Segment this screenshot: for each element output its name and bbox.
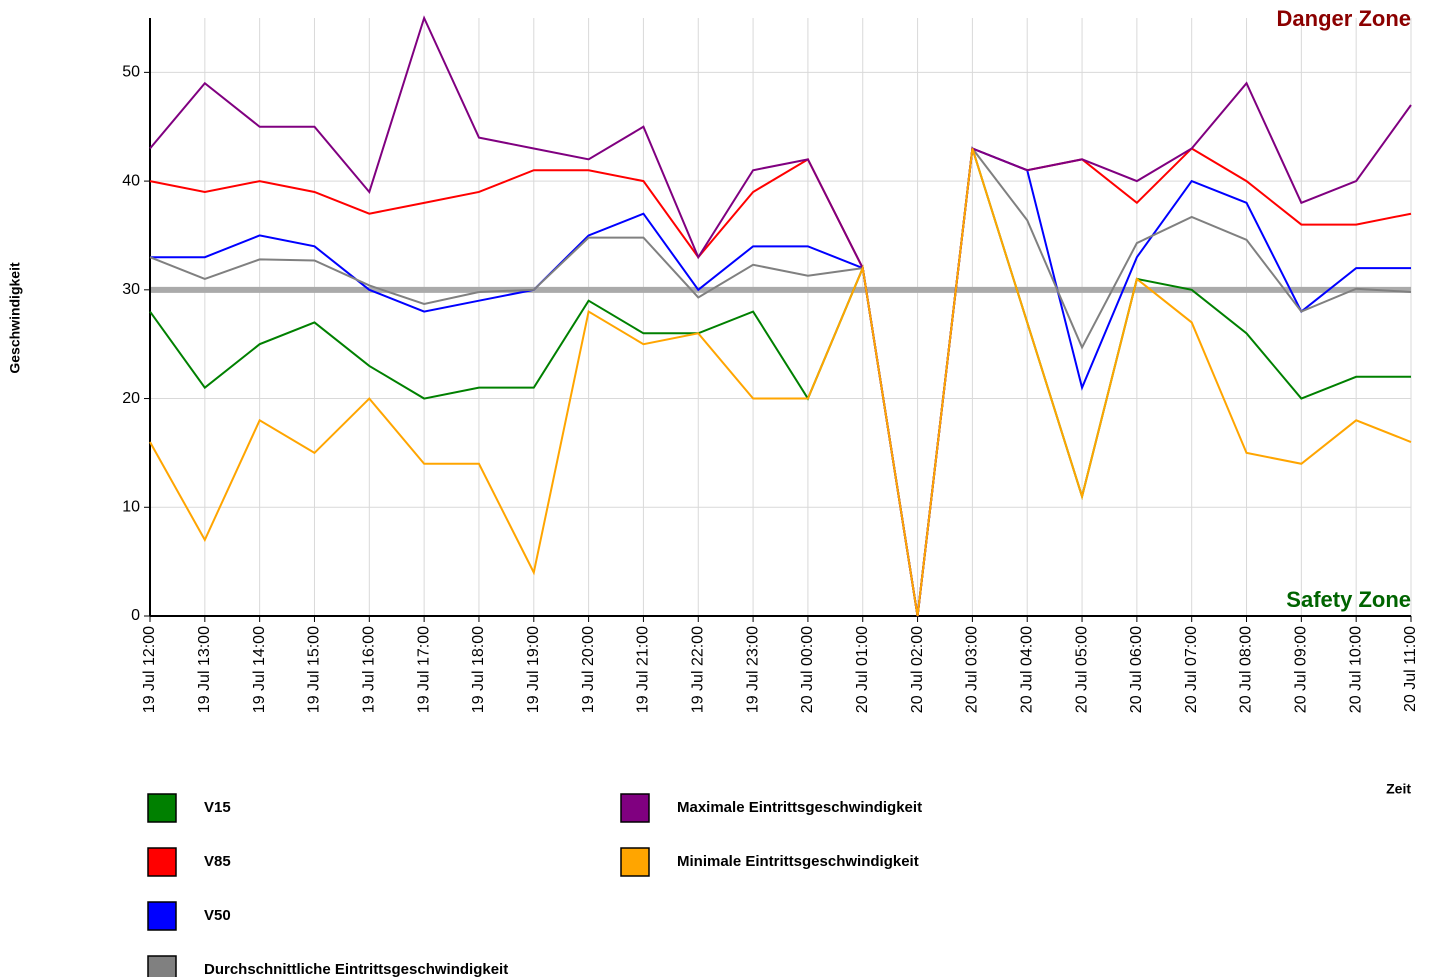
x-tick-label: 19 Jul 17:00: [415, 626, 432, 713]
x-tick-label: 20 Jul 02:00: [909, 626, 926, 713]
y-tick-label: 10: [122, 498, 140, 515]
legend-swatch: [147, 793, 177, 823]
x-tick-label: 20 Jul 08:00: [1238, 626, 1255, 713]
annotation: Safety Zone: [1286, 587, 1411, 612]
y-tick-label: 20: [122, 390, 140, 407]
y-tick-label: 30: [122, 281, 140, 298]
x-tick-label: 19 Jul 12:00: [141, 626, 158, 713]
legend-label: V85: [204, 853, 231, 870]
x-tick-label: 20 Jul 05:00: [1073, 626, 1090, 713]
x-tick-label: 19 Jul 13:00: [196, 626, 213, 713]
x-tick-label: 19 Jul 14:00: [251, 626, 268, 713]
x-tick-label: 19 Jul 18:00: [470, 626, 487, 713]
legend-swatch: [147, 847, 177, 877]
x-tick-label: 20 Jul 11:00: [1402, 626, 1419, 712]
x-tick-label: 20 Jul 07:00: [1183, 626, 1200, 713]
x-tick-label: 20 Jul 00:00: [799, 626, 816, 713]
legend-swatch: [147, 901, 177, 931]
x-tick-label: 20 Jul 03:00: [964, 626, 981, 713]
legend-label: V15: [204, 799, 231, 816]
x-tick-label: 20 Jul 01:00: [854, 626, 871, 713]
y-tick-label: 40: [122, 172, 140, 189]
series-line: [149, 148, 1411, 617]
annotation: Danger Zone: [1277, 6, 1411, 31]
x-tick-label: 20 Jul 09:00: [1293, 626, 1310, 713]
x-tick-label: 20 Jul 06:00: [1128, 626, 1145, 713]
legend-label: Minimale Eintrittsgeschwindigkeit: [677, 853, 919, 870]
legend-swatch: [147, 955, 177, 977]
x-tick-label: 19 Jul 23:00: [744, 626, 761, 713]
x-tick-label: 19 Jul 19:00: [525, 626, 542, 713]
y-tick-label: 0: [131, 607, 140, 624]
legend-swatch: [620, 793, 650, 823]
y-tick-label: 50: [122, 64, 140, 81]
y-axis-label: Geschwindigkeit: [7, 262, 23, 374]
x-tick-label: 19 Jul 20:00: [580, 626, 597, 713]
x-tick-label: 19 Jul 21:00: [635, 626, 652, 713]
series-line: [149, 145, 1412, 617]
x-axis-label: Zeit: [1386, 781, 1411, 797]
x-tick-label: 20 Jul 04:00: [1018, 626, 1035, 713]
legend-label: Durchschnittliche Eintrittsgeschwindigke…: [204, 961, 508, 977]
series-line: [149, 147, 1412, 617]
series-line: [150, 147, 1411, 617]
x-tick-label: 19 Jul 16:00: [361, 626, 378, 713]
x-tick-label: 19 Jul 15:00: [306, 626, 323, 713]
x-tick-label: 20 Jul 10:00: [1347, 626, 1364, 713]
legend-swatch: [620, 847, 650, 877]
series-line: [149, 15, 1412, 617]
x-tick-label: 19 Jul 22:00: [689, 626, 706, 713]
legend-label: Maximale Eintrittsgeschwindigkeit: [677, 799, 922, 816]
legend-label: V50: [204, 907, 231, 924]
series-line: [149, 148, 1412, 617]
